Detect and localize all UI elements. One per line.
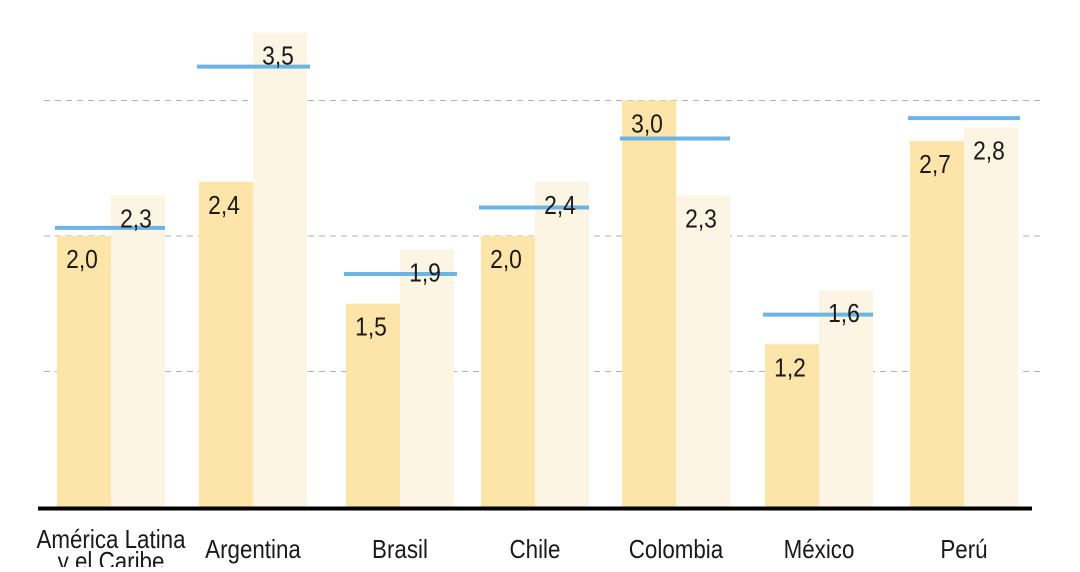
data-label-2-2: 3,5 — [262, 42, 294, 71]
bar-1-4 — [481, 236, 535, 507]
data-label-1-5: 3,0 — [631, 110, 663, 139]
data-label-1-6: 1,2 — [774, 354, 806, 383]
reference-lines — [55, 64, 1020, 317]
category-label-6: México — [784, 535, 855, 564]
category-label-1-line-1: América Latina — [36, 525, 186, 554]
bar-2-2 — [253, 32, 307, 507]
bar-2-6 — [819, 290, 873, 507]
category-label-4: Chile — [510, 535, 561, 564]
bar-1-3 — [346, 303, 400, 507]
data-labels: 2,0 2,3 2,4 3,5 1,5 1,9 2,0 2,4 3,0 2,3 1,2 1,6 2,7 2… — [66, 42, 1005, 382]
bar-2-5 — [676, 195, 730, 507]
data-label-1-1: 2,0 — [66, 246, 98, 275]
data-label-2-4: 2,4 — [544, 192, 576, 221]
bar-1-5 — [622, 100, 676, 507]
data-label-1-7: 2,7 — [919, 151, 951, 180]
bar-2-4 — [535, 181, 589, 508]
bar-1-1 — [57, 236, 111, 507]
data-label-2-5: 2,3 — [685, 205, 717, 234]
data-label-1-2: 2,4 — [208, 192, 240, 221]
bar-1-2 — [199, 181, 253, 508]
category-label-2: Argentina — [205, 535, 301, 564]
bars — [57, 32, 1018, 508]
category-label-3: Brasil — [372, 535, 428, 564]
bar-1-7 — [910, 141, 964, 507]
data-label-1-3: 1,5 — [355, 313, 387, 342]
bar-2-3 — [400, 249, 454, 508]
bar-2-7 — [964, 127, 1018, 507]
data-label-2-6: 1,6 — [828, 300, 860, 329]
data-label-1-4: 2,0 — [490, 246, 522, 275]
data-label-2-7: 2,8 — [973, 137, 1005, 166]
category-label-7: Perú — [940, 535, 987, 564]
data-label-2-1: 2,3 — [120, 205, 152, 234]
data-label-2-3: 1,9 — [409, 259, 441, 288]
category-label-5: Colombia — [629, 535, 724, 564]
bar-2-1 — [111, 195, 165, 507]
bar-1-6 — [765, 344, 819, 507]
category-label-1-line-2: y el Caribe — [58, 547, 165, 567]
